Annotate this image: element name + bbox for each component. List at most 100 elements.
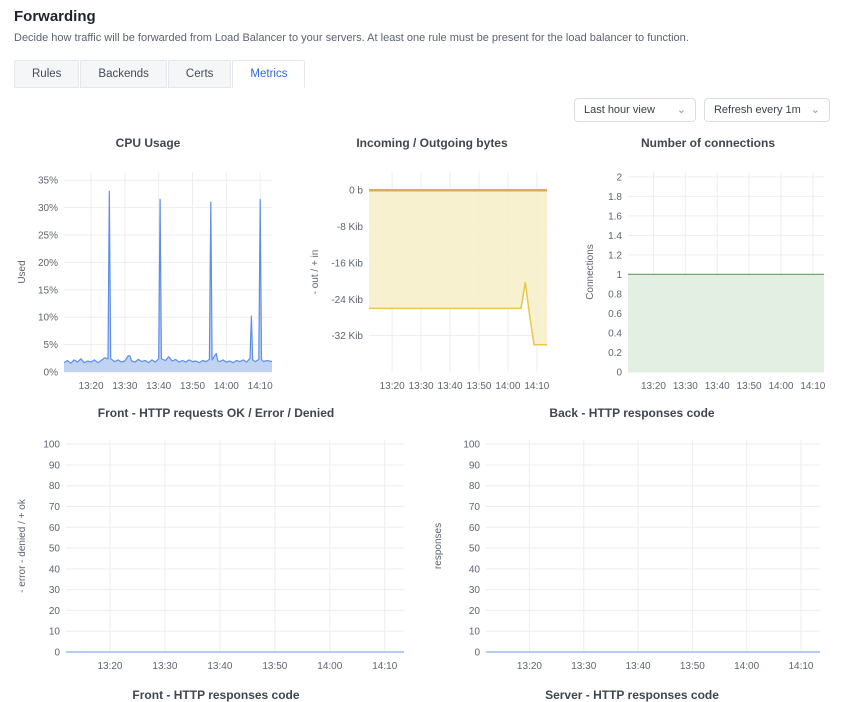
svg-text:20%: 20% bbox=[38, 258, 58, 269]
svg-text:15%: 15% bbox=[38, 285, 58, 296]
chart-bytes: Incoming / Outgoing bytes 0 b -8 Kib -16 Ki… bbox=[307, 136, 557, 402]
svg-text:13:30: 13:30 bbox=[673, 381, 698, 392]
svg-text:-24 Kib: -24 Kib bbox=[331, 295, 363, 306]
svg-text:40: 40 bbox=[469, 564, 481, 575]
svg-text:2: 2 bbox=[616, 172, 622, 183]
svg-text:10%: 10% bbox=[38, 313, 58, 324]
svg-text:0%: 0% bbox=[44, 368, 59, 379]
svg-text:20: 20 bbox=[469, 606, 481, 617]
svg-text:100: 100 bbox=[463, 440, 480, 451]
svg-text:30: 30 bbox=[49, 585, 61, 596]
chevron-down-icon: ⌄ bbox=[810, 103, 820, 116]
chart-toolbar: Last hour view ⌄ Refresh every 1m ⌄ bbox=[14, 98, 830, 122]
svg-text:1.2: 1.2 bbox=[608, 250, 622, 261]
svg-text:0: 0 bbox=[474, 648, 480, 659]
svg-text:13:20: 13:20 bbox=[517, 661, 542, 672]
chart-canvas: 0 10 20 30 40 50 60 70 80 90 100 13:20 13:30 13:40 13:… bbox=[433, 440, 820, 672]
svg-text:Used: Used bbox=[17, 260, 28, 283]
chevron-down-icon: ⌄ bbox=[676, 103, 686, 116]
svg-text:40: 40 bbox=[49, 564, 61, 575]
next-chart-title-server: Server - HTTP responses code bbox=[545, 688, 719, 702]
pending-chart-titles: Front - HTTP responses code Server - HTT… bbox=[14, 688, 834, 702]
svg-text:90: 90 bbox=[469, 460, 481, 471]
svg-text:14:00: 14:00 bbox=[317, 661, 342, 672]
svg-text:13:50: 13:50 bbox=[180, 381, 205, 392]
svg-text:14:00: 14:00 bbox=[214, 381, 239, 392]
svg-text:14:10: 14:10 bbox=[248, 381, 273, 392]
tab-certs[interactable]: Certs bbox=[167, 60, 232, 88]
svg-text:1.4: 1.4 bbox=[608, 231, 622, 242]
chart-title: Back - HTTP responses code bbox=[549, 406, 715, 420]
svg-text:25%: 25% bbox=[38, 231, 58, 242]
next-chart-title-front: Front - HTTP responses code bbox=[132, 688, 300, 702]
svg-text:13:20: 13:20 bbox=[79, 381, 104, 392]
top-charts-row: CPU Usage 0% 5% 10% 15% 20% 25% 30% 35% 13:20 13:3… bbox=[14, 136, 834, 402]
svg-text:13:50: 13:50 bbox=[737, 381, 762, 392]
svg-text:responses: responses bbox=[433, 523, 444, 569]
chart-cpu: CPU Usage 0% 5% 10% 15% 20% 25% 30% 35% 13:20 13:3… bbox=[14, 136, 282, 402]
tab-bar: Rules Backends Certs Metrics bbox=[14, 60, 834, 88]
refresh-interval-value: Refresh every 1m bbox=[713, 104, 801, 116]
svg-text:0.2: 0.2 bbox=[608, 348, 622, 359]
svg-text:60: 60 bbox=[49, 523, 61, 534]
svg-text:1: 1 bbox=[616, 270, 622, 281]
svg-text:13:40: 13:40 bbox=[146, 381, 171, 392]
svg-text:5%: 5% bbox=[44, 340, 59, 351]
svg-text:0.8: 0.8 bbox=[608, 289, 622, 300]
svg-text:1.8: 1.8 bbox=[608, 192, 622, 203]
page-description: Decide how traffic will be forwarded fro… bbox=[14, 32, 689, 44]
svg-text:-32 Kib: -32 Kib bbox=[331, 331, 363, 342]
svg-text:14:10: 14:10 bbox=[788, 661, 813, 672]
chart-back: Back - HTTP responses code 0 10 20 30 40 50 60 7… bbox=[430, 406, 834, 682]
svg-text:10: 10 bbox=[49, 627, 61, 638]
svg-text:50: 50 bbox=[469, 544, 481, 555]
chart-connections: Number of connections 0 0.2 0.4 0.6 0.8 1 1.2 1.… bbox=[582, 136, 834, 402]
svg-text:14:00: 14:00 bbox=[495, 381, 520, 392]
svg-text:70: 70 bbox=[49, 502, 61, 513]
bottom-charts-row: Front - HTTP requests OK / Error / Denie… bbox=[14, 406, 834, 682]
tab-backends[interactable]: Backends bbox=[80, 60, 167, 88]
svg-text:1.6: 1.6 bbox=[608, 211, 622, 222]
svg-text:-16 Kib: -16 Kib bbox=[331, 258, 363, 269]
chart-canvas: 0% 5% 10% 15% 20% 25% 30% 35% 13:20 13:30 13:40 13:… bbox=[17, 172, 273, 392]
svg-text:13:40: 13:40 bbox=[207, 661, 232, 672]
svg-text:90: 90 bbox=[49, 460, 61, 471]
svg-text:30: 30 bbox=[469, 585, 481, 596]
chart-title: Number of connections bbox=[640, 136, 775, 150]
svg-text:80: 80 bbox=[49, 481, 61, 492]
chart-title: Incoming / Outgoing bytes bbox=[356, 136, 508, 150]
chart-canvas: 0 b -8 Kib -16 Kib -24 Kib -32 Kib 13:20 13:30… bbox=[310, 172, 550, 392]
svg-text:13:50: 13:50 bbox=[680, 661, 705, 672]
svg-text:100: 100 bbox=[43, 440, 60, 451]
svg-text:-8 Kib: -8 Kib bbox=[337, 222, 364, 233]
chart-canvas: 0 10 20 30 40 50 60 70 80 90 100 13:20 13:30 13:40 13:… bbox=[17, 440, 404, 672]
svg-text:13:20: 13:20 bbox=[97, 661, 122, 672]
svg-text:14:10: 14:10 bbox=[524, 381, 549, 392]
chart-title: CPU Usage bbox=[115, 136, 181, 150]
svg-text:- error - denied / + ok: - error - denied / + ok bbox=[17, 498, 28, 593]
tab-metrics[interactable]: Metrics bbox=[232, 60, 306, 88]
svg-text:50: 50 bbox=[49, 544, 61, 555]
refresh-interval-select[interactable]: Refresh every 1m ⌄ bbox=[703, 98, 830, 122]
svg-text:Connections: Connections bbox=[585, 244, 596, 300]
svg-text:0: 0 bbox=[54, 648, 60, 659]
svg-text:60: 60 bbox=[469, 523, 481, 534]
chart-canvas: 0 0.2 0.4 0.6 0.8 1 1.2 1.4 1.6 1.8 2 13:20 13:30 13:… bbox=[585, 172, 826, 392]
time-range-select[interactable]: Last hour view ⌄ bbox=[573, 98, 696, 122]
svg-text:10: 10 bbox=[469, 627, 481, 638]
tab-rules[interactable]: Rules bbox=[14, 60, 80, 88]
svg-text:0 b: 0 b bbox=[349, 186, 363, 197]
svg-text:13:50: 13:50 bbox=[262, 661, 287, 672]
svg-text:80: 80 bbox=[469, 481, 481, 492]
svg-text:13:40: 13:40 bbox=[705, 381, 730, 392]
svg-text:20: 20 bbox=[49, 606, 61, 617]
svg-text:0.4: 0.4 bbox=[608, 328, 622, 339]
svg-text:14:00: 14:00 bbox=[768, 381, 793, 392]
svg-text:13:30: 13:30 bbox=[571, 661, 596, 672]
chart-title: Front - HTTP requests OK / Error / Denie… bbox=[97, 406, 335, 420]
time-range-value: Last hour view bbox=[583, 104, 655, 116]
svg-text:14:10: 14:10 bbox=[800, 381, 825, 392]
svg-text:35%: 35% bbox=[38, 176, 58, 187]
svg-text:13:30: 13:30 bbox=[112, 381, 137, 392]
